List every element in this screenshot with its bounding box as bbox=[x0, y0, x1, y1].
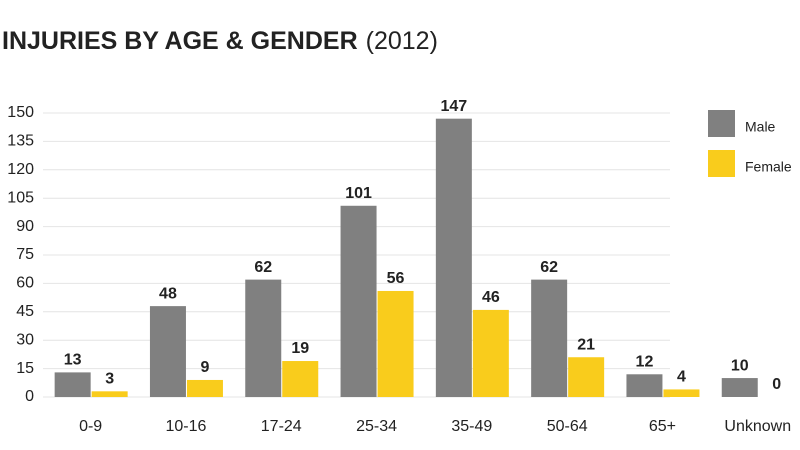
subtitle: (2012) bbox=[366, 27, 438, 55]
value-label: 147 bbox=[440, 98, 467, 115]
x-tick-label: 0-9 bbox=[79, 418, 102, 435]
value-label: 101 bbox=[345, 185, 372, 202]
bar bbox=[531, 279, 568, 397]
y-tick-label: 60 bbox=[16, 275, 34, 292]
value-label: 12 bbox=[636, 353, 654, 370]
value-label: 56 bbox=[387, 270, 405, 287]
x-tick-label: 10-16 bbox=[165, 418, 206, 435]
value-label: 21 bbox=[577, 336, 595, 353]
bar bbox=[435, 118, 472, 398]
bar bbox=[54, 372, 91, 397]
legend-swatch bbox=[708, 110, 735, 137]
y-tick-label: 90 bbox=[16, 218, 34, 235]
bar bbox=[721, 378, 758, 397]
value-label: 4 bbox=[677, 369, 686, 386]
chart-title: INJURIES BY AGE & GENDER (2012) bbox=[2, 27, 438, 55]
x-tick-label: Unknown bbox=[724, 418, 791, 435]
y-tick-label: 0 bbox=[25, 388, 34, 405]
y-tick-label: 150 bbox=[7, 104, 34, 121]
bar bbox=[340, 205, 377, 397]
y-tick-label: 120 bbox=[7, 161, 34, 178]
value-label: 62 bbox=[540, 259, 558, 276]
bar bbox=[472, 309, 509, 397]
bar bbox=[91, 391, 128, 397]
bar bbox=[245, 279, 282, 397]
bar bbox=[626, 374, 663, 397]
value-label: 9 bbox=[200, 359, 209, 376]
value-label: 62 bbox=[254, 259, 272, 276]
bar bbox=[377, 290, 414, 397]
value-label: 48 bbox=[159, 285, 177, 302]
x-tick-label: 17-24 bbox=[261, 418, 302, 435]
x-tick-label: 35-49 bbox=[451, 418, 492, 435]
value-label: 0 bbox=[772, 376, 781, 393]
y-tick-label: 15 bbox=[16, 360, 34, 377]
bar bbox=[282, 361, 319, 397]
y-tick-label: 45 bbox=[16, 303, 34, 320]
bar bbox=[663, 389, 700, 397]
legend-label: Female bbox=[745, 159, 792, 175]
value-label: 13 bbox=[64, 352, 82, 369]
x-tick-label: 25-34 bbox=[356, 418, 397, 435]
y-tick-label: 30 bbox=[16, 331, 34, 348]
value-label: 10 bbox=[731, 357, 749, 374]
title: INJURIES BY AGE & GENDER bbox=[2, 27, 358, 55]
legend-label: Male bbox=[745, 119, 776, 135]
value-label: 3 bbox=[105, 371, 114, 388]
y-tick-label: 75 bbox=[16, 246, 34, 263]
bar bbox=[186, 379, 223, 397]
x-tick-label: 65+ bbox=[649, 418, 676, 435]
legend-swatch bbox=[708, 150, 735, 177]
value-label: 46 bbox=[482, 289, 500, 306]
y-tick-label: 135 bbox=[7, 133, 34, 150]
y-tick-label: 105 bbox=[7, 189, 34, 206]
value-label: 19 bbox=[291, 340, 309, 357]
bar bbox=[149, 306, 186, 397]
x-tick-label: 50-64 bbox=[547, 418, 588, 435]
bar bbox=[568, 357, 605, 397]
